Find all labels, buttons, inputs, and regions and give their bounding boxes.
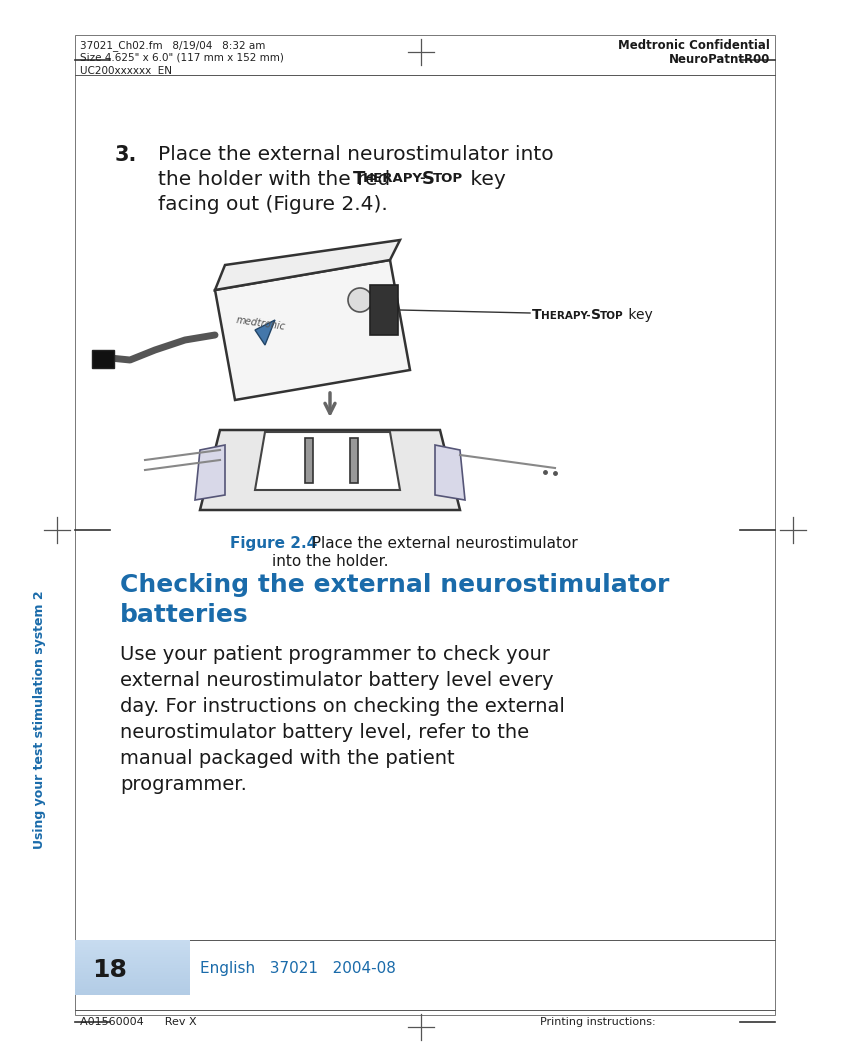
Text: Printing instructions:: Printing instructions:	[540, 1017, 656, 1027]
Text: Checking the external neurostimulator: Checking the external neurostimulator	[120, 573, 669, 597]
Text: Size 4.625" x 6.0" (117 mm x 152 mm): Size 4.625" x 6.0" (117 mm x 152 mm)	[80, 52, 284, 63]
Text: TOP: TOP	[600, 311, 624, 321]
Text: Use your patient programmer to check your: Use your patient programmer to check you…	[120, 645, 550, 664]
Polygon shape	[255, 432, 400, 490]
Text: Figure 2.4: Figure 2.4	[230, 536, 317, 551]
Text: key: key	[624, 308, 652, 322]
Text: key: key	[464, 170, 506, 189]
Text: UC200xxxxxx  EN: UC200xxxxxx EN	[80, 66, 172, 76]
Text: neurostimulator battery level, refer to the: neurostimulator battery level, refer to …	[120, 723, 529, 742]
Polygon shape	[200, 430, 460, 510]
Text: manual packaged with the patient: manual packaged with the patient	[120, 749, 454, 768]
Text: NeuroPatntR00: NeuroPatntR00	[668, 52, 770, 66]
Text: Medtronic Confidential: Medtronic Confidential	[618, 39, 770, 53]
Text: batteries: batteries	[120, 603, 249, 627]
Polygon shape	[215, 260, 410, 400]
Text: 3.: 3.	[115, 145, 137, 165]
Text: Place the external neurostimulator: Place the external neurostimulator	[302, 536, 577, 551]
Text: 18: 18	[93, 958, 127, 982]
Text: external neurostimulator battery level every: external neurostimulator battery level e…	[120, 671, 554, 690]
Polygon shape	[215, 240, 400, 290]
Text: HERAPY-: HERAPY-	[541, 311, 591, 321]
Polygon shape	[195, 445, 225, 500]
Text: programmer.: programmer.	[120, 775, 247, 794]
Text: A01560004      Rev X: A01560004 Rev X	[80, 1017, 196, 1027]
Circle shape	[348, 288, 372, 312]
Text: facing out (Figure 2.4).: facing out (Figure 2.4).	[158, 195, 388, 214]
Polygon shape	[435, 445, 465, 500]
Text: 37021_Ch02.fm   8/19/04   8:32 am: 37021_Ch02.fm 8/19/04 8:32 am	[80, 40, 266, 50]
Text: into the holder.: into the holder.	[271, 554, 389, 569]
Bar	[92, 350, 114, 368]
Text: medtronic: medtronic	[235, 315, 286, 332]
Bar	[75, 35, 775, 1015]
Bar	[305, 438, 313, 483]
Text: S: S	[422, 170, 435, 188]
Text: day. For instructions on checking the external: day. For instructions on checking the ex…	[120, 697, 565, 716]
Text: TOP: TOP	[433, 172, 463, 185]
Text: Using your test stimulation system 2: Using your test stimulation system 2	[34, 591, 46, 849]
Bar	[350, 438, 358, 483]
Polygon shape	[255, 320, 275, 345]
Text: HERAPY-: HERAPY-	[363, 172, 427, 185]
Text: English   37021   2004-08: English 37021 2004-08	[200, 961, 396, 975]
Text: S: S	[591, 308, 601, 322]
Text: T: T	[532, 308, 541, 322]
Text: the holder with the red: the holder with the red	[158, 170, 396, 189]
Bar	[370, 285, 398, 335]
Text: T: T	[353, 170, 365, 188]
Text: Place the external neurostimulator into: Place the external neurostimulator into	[158, 145, 554, 164]
